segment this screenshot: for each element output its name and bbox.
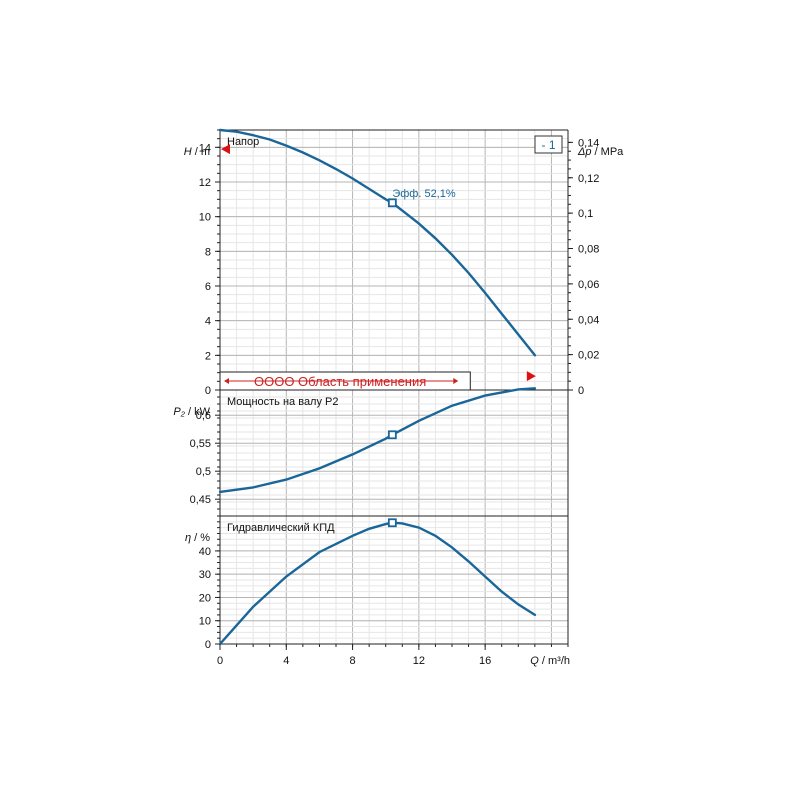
y2-tick-label: 0,06 [578, 279, 599, 291]
curve-label: - 1 [541, 138, 555, 152]
x-tick-label: 4 [283, 655, 289, 667]
y-tick-label: 8 [205, 246, 211, 258]
bep-marker [387, 430, 397, 440]
x-tick-label: 8 [350, 655, 356, 667]
curve-efficiency [218, 521, 537, 646]
y-tick-label: 0,55 [190, 438, 211, 450]
y-tick-label: 6 [205, 281, 211, 293]
panel-head: 0 2 4 6 8 10 12 14H / m Напор 0 0,02 0,04 0,06 0,08 0,… [184, 128, 624, 397]
y-tick-label: 20 [199, 592, 211, 604]
panel-title: Напор [227, 136, 259, 148]
range-band-arrow-left [224, 378, 229, 384]
x-axis-label: Q / m³/h [530, 655, 570, 667]
y-tick-label: 40 [199, 546, 211, 558]
y2-tick-label: 0,1 [578, 208, 593, 220]
range-band-arrow-right [453, 378, 459, 384]
x-tick-label: 16 [479, 655, 491, 667]
y-tick-label: 14 [199, 142, 211, 154]
y-axis-label: η / % [185, 532, 210, 544]
x-tick-label: 12 [413, 655, 425, 667]
y2-tick-label: 0,08 [578, 244, 599, 256]
y-tick-label: 0,6 [196, 410, 211, 422]
bep-marker [387, 518, 397, 528]
y-tick-label: 0,5 [196, 466, 211, 478]
curve-head [218, 128, 537, 357]
y-axis-label: P₂ / kW [173, 406, 210, 418]
bep-label: Эфф. 52,1% [392, 188, 456, 200]
panel-title: Гидравлический КПД [227, 522, 335, 534]
y2-tick-label: 0,14 [578, 137, 599, 149]
y2-tick-label: 0,04 [578, 314, 599, 326]
y2-tick-label: 0,02 [578, 350, 599, 362]
panel-efficiency: 0 10 20 30 40 η / % Гидравлический КПД 0 4 8 12 16 Q… [185, 515, 570, 667]
range-band-label: OOOO Область применения [254, 374, 426, 389]
panel-power: 0,45 0,5 0,55 0,6P₂ / kW Мощность на валу P2 [173, 387, 569, 517]
y-tick-label: 10 [199, 616, 211, 628]
y-tick-label: 0,45 [190, 494, 211, 506]
y2-tick-label: 0,12 [578, 173, 599, 185]
y-tick-label: 30 [199, 569, 211, 581]
x-tick-label: 0 [217, 655, 223, 667]
range-marker-left [221, 144, 230, 155]
panel-title: Мощность на валу P2 [227, 396, 339, 408]
y-tick-label: 0 [205, 639, 211, 651]
bep-marker [387, 198, 397, 208]
y-axis-label: H / m [184, 146, 210, 158]
y-tick-label: 2 [205, 350, 211, 362]
y2-axis-label: Δp / MPa [577, 146, 624, 158]
y2-tick-label: 0 [578, 385, 584, 397]
curve-label-box [534, 135, 563, 154]
y-tick-label: 0 [205, 385, 211, 397]
y-tick-label: 4 [205, 316, 211, 328]
y-tick-label: 10 [199, 212, 211, 224]
range-marker-right [526, 371, 536, 382]
y-tick-label: 12 [199, 177, 211, 189]
